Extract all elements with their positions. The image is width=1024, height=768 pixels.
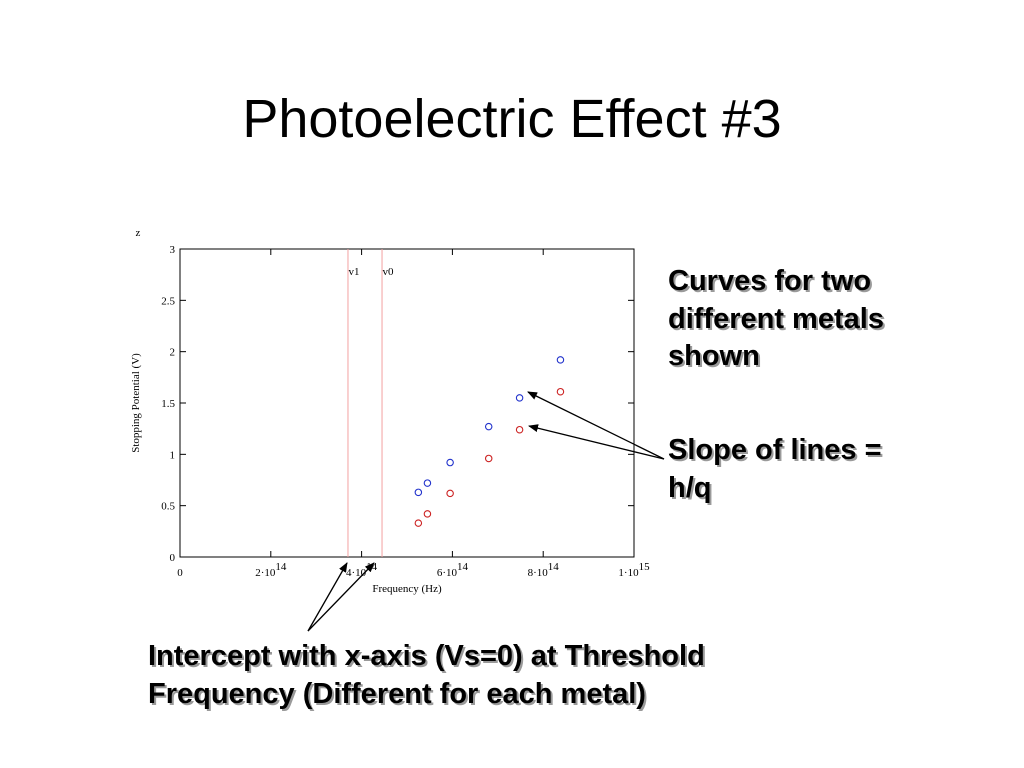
data-point xyxy=(423,510,432,518)
y-tick-label: 1 xyxy=(170,449,176,461)
callout-curves-line: shown xyxy=(668,340,760,373)
y-axis-label: Stopping Potential (V) xyxy=(130,353,142,453)
data-point xyxy=(423,479,432,487)
x-axis-label: Frequency (Hz) xyxy=(372,583,442,595)
x-tick-label: 1·1015 xyxy=(618,561,650,579)
callout-intercept-line: Intercept with x-axis (Vs=0) at Threshol… xyxy=(148,640,705,672)
plot-frame xyxy=(179,248,635,558)
x-tick-label: 2·1014 xyxy=(255,561,287,579)
slide-title: Photoelectric Effect #3 xyxy=(242,89,782,149)
data-point xyxy=(414,488,423,497)
data-point xyxy=(515,394,524,402)
callout-curves-line: different metals xyxy=(668,302,884,335)
arrow-to-red-point xyxy=(528,424,665,460)
callout-slope-line: Slope of lines = xyxy=(668,434,882,466)
data-point xyxy=(515,425,524,434)
data-point xyxy=(414,519,423,527)
y-tick-label: 0 xyxy=(170,552,176,564)
arrow-to-threshold-v0 xyxy=(307,562,375,632)
data-point xyxy=(556,387,565,396)
data-point xyxy=(484,422,493,431)
data-point xyxy=(484,454,493,463)
y-tick-label: 2 xyxy=(170,347,176,359)
callout-intercept: Intercept with x-axis (Vs=0) at Threshol… xyxy=(148,638,705,713)
arrow-to-threshold-v1 xyxy=(307,562,348,632)
corner-label: z xyxy=(136,227,141,239)
x-tick-label: 0 xyxy=(177,567,183,579)
y-tick-label: 1.5 xyxy=(161,398,175,410)
data-point xyxy=(556,356,565,364)
x-tick-label: 6·1014 xyxy=(437,561,469,579)
data-point xyxy=(446,489,454,498)
threshold-label: v0 xyxy=(383,266,395,278)
y-tick-label: 3 xyxy=(170,244,176,256)
data-point xyxy=(446,458,454,467)
callout-arrows xyxy=(307,391,665,632)
threshold-label: v1 xyxy=(348,266,359,278)
callout-curves-line: Curves for two xyxy=(668,265,872,297)
callout-intercept-line: Frequency (Different for each metal) xyxy=(148,677,646,710)
callout-slope: Slope of lines = h/q xyxy=(668,432,882,507)
y-tick-label: 0.5 xyxy=(161,501,175,513)
y-tick-label: 2.5 xyxy=(161,295,175,307)
callout-slope-line: h/q xyxy=(668,471,712,504)
x-tick-label: 8·1014 xyxy=(528,561,560,579)
callout-curves: Curves for two different metals shown xyxy=(668,263,884,376)
arrow-to-blue-point xyxy=(527,391,665,460)
